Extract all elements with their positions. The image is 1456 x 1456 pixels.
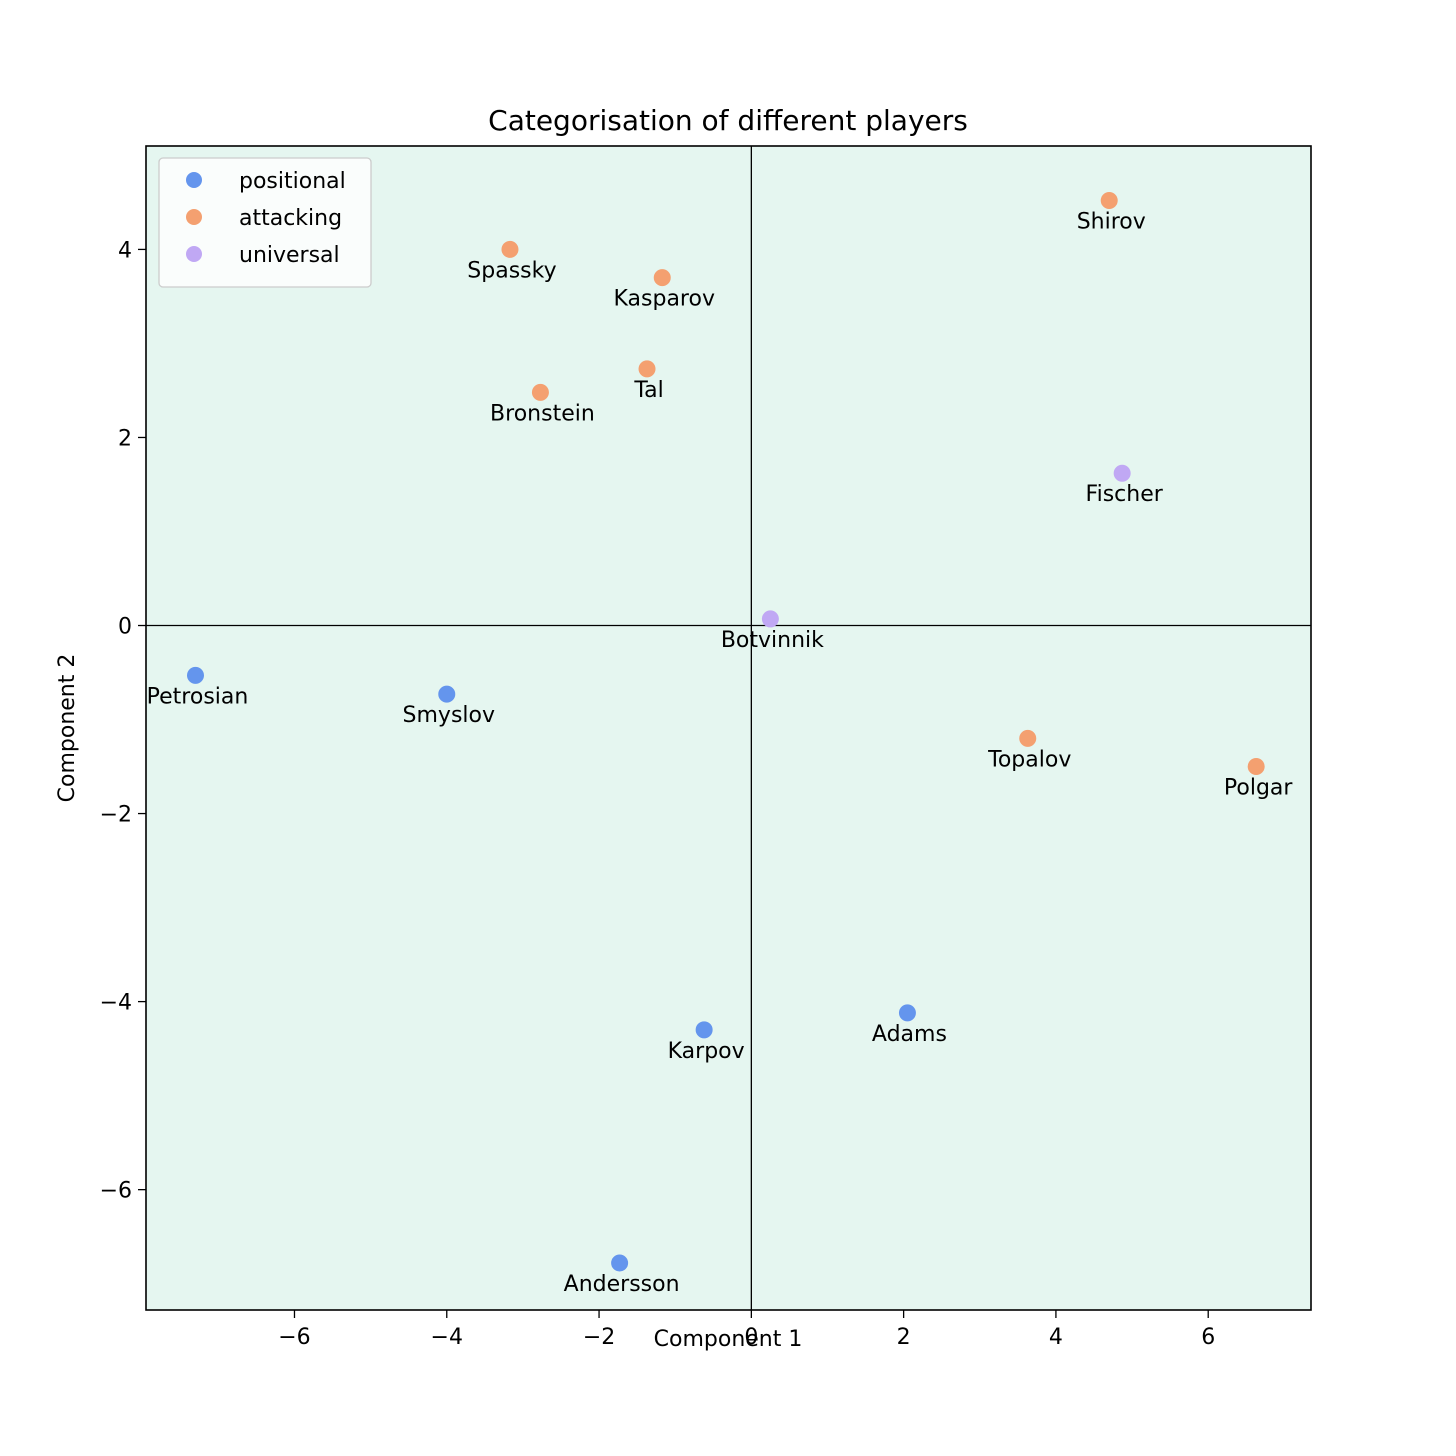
y-tick-label: −6 [100,1179,132,1204]
point-labels: Petrosian Smyslov Karpov Adams Andersson Spas… [147,210,1294,1297]
point-label-bronstein: Bronstein [490,401,595,426]
zero-axis-lines [146,146,1311,1310]
y-axis-ticks: −6 −4 −2 0 2 4 [100,238,146,1204]
legend-label-positional: positional [239,169,346,194]
x-tick-label: 4 [1049,1325,1063,1350]
point-label-botvinnik: Botvinnik [721,628,824,653]
point-polgar [1247,758,1265,776]
y-tick-label: 2 [118,426,132,451]
point-topalov [1019,729,1037,747]
y-axis-label: Component 2 [55,654,80,803]
point-label-petrosian: Petrosian [147,684,249,709]
x-axis-ticks: −6 −4 −2 0 2 4 6 [278,1310,1215,1350]
point-tal [638,360,656,378]
point-label-fischer: Fischer [1086,482,1164,507]
point-label-shirov: Shirov [1077,210,1146,235]
point-label-tal: Tal [633,378,663,403]
y-tick-label: 0 [118,615,132,640]
point-shirov [1100,192,1118,210]
y-tick-label: −2 [100,803,132,828]
x-tick-label: −2 [583,1325,615,1350]
point-andersson [611,1254,629,1272]
point-label-kasparov: Kasparov [614,287,715,312]
plot-area [146,146,1311,1310]
point-adams [898,1004,916,1022]
x-tick-label: 6 [1201,1325,1215,1350]
point-label-adams: Adams [872,1022,947,1047]
point-label-spassky: Spassky [467,258,556,283]
x-tick-label: −4 [431,1325,463,1350]
point-label-smyslov: Smyslov [403,703,495,728]
x-tick-label: 0 [744,1325,758,1350]
point-petrosian [186,666,204,684]
legend-marker-attacking [186,209,202,225]
y-tick-label: 4 [118,238,132,263]
point-karpov [695,1021,713,1039]
chart-title: Categorisation of different players [488,104,968,137]
point-label-topalov: Topalov [987,747,1071,772]
x-tick-label: −6 [278,1325,310,1350]
point-smyslov [438,685,456,703]
legend-box [158,157,372,288]
data-points [186,192,1265,1272]
legend-label-attacking: attacking [239,206,342,231]
plot-frame [145,145,1312,1311]
legend-marker-universal [186,246,202,262]
point-label-karpov: Karpov [668,1039,745,1064]
point-kasparov [653,269,671,287]
x-axis-label: Component 1 [654,1327,803,1352]
legend-marker-positional [186,172,202,188]
point-fischer [1113,464,1131,482]
point-spassky [501,240,519,258]
point-label-andersson: Andersson [564,1272,680,1297]
point-label-polgar: Polgar [1224,776,1294,801]
x-tick-label: 2 [897,1325,911,1350]
legend-label-universal: universal [239,243,340,268]
point-botvinnik [761,610,779,628]
y-tick-label: −4 [100,991,132,1016]
point-bronstein [531,383,549,401]
legend: positional attacking universal [158,157,372,288]
